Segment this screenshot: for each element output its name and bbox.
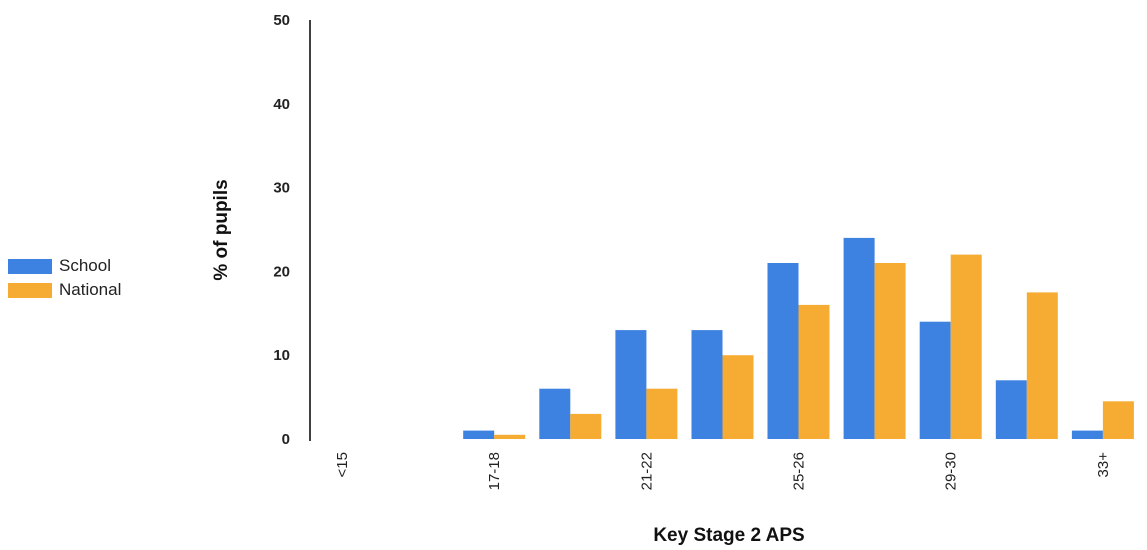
- x-tick-label: 21-22: [638, 452, 655, 490]
- y-axis-ticks: 0 10 20 30 40 50: [273, 12, 290, 448]
- bar-national-7: [874, 263, 906, 439]
- bar-school-5: [691, 330, 723, 439]
- x-tick-label: 25-26: [791, 452, 808, 490]
- bar-national-6: [798, 304, 830, 439]
- bar-national-4: [646, 388, 678, 439]
- y-axis-title: % of pupils: [211, 179, 232, 280]
- x-tick-label: 33+: [1095, 452, 1112, 478]
- legend-swatch-national: [8, 282, 52, 298]
- bar-national-2: [494, 434, 526, 439]
- bar-national-5: [722, 355, 754, 439]
- legend-label-national: National: [59, 280, 122, 299]
- bar-school-7: [843, 237, 875, 439]
- y-tick-label: 40: [273, 96, 290, 113]
- x-tick-label: 17-18: [486, 452, 503, 490]
- x-axis-title: Key Stage 2 APS: [653, 525, 804, 546]
- bar-school-4: [615, 330, 647, 439]
- bar-national-10: [1102, 401, 1134, 439]
- y-tick-label: 50: [273, 12, 290, 29]
- bar-school-9: [995, 380, 1027, 439]
- x-tick-label: <15: [334, 452, 351, 477]
- bar-school-6: [767, 263, 799, 439]
- y-tick-label: 20: [273, 263, 290, 280]
- bar-school-2: [463, 430, 495, 439]
- y-tick-label: 10: [273, 347, 290, 364]
- legend-swatch-school: [8, 258, 52, 274]
- legend-item-school: School: [8, 254, 121, 278]
- bars-group: [463, 237, 1134, 439]
- bar-school-8: [919, 321, 951, 439]
- legend-item-national: National: [8, 278, 121, 302]
- bar-national-8: [950, 254, 982, 439]
- x-tick-label: 29-30: [943, 452, 960, 490]
- y-tick-label: 30: [273, 180, 290, 197]
- bar-school-3: [539, 388, 571, 439]
- bar-national-9: [1026, 292, 1058, 439]
- y-tick-label: 0: [282, 431, 290, 448]
- bar-national-3: [570, 413, 602, 439]
- legend-label-school: School: [59, 256, 111, 275]
- bar-school-10: [1071, 430, 1103, 439]
- legend: School National: [8, 254, 121, 302]
- x-axis-ticks: <15 17-18 21-22 25-26 29-30 33+: [334, 452, 1112, 491]
